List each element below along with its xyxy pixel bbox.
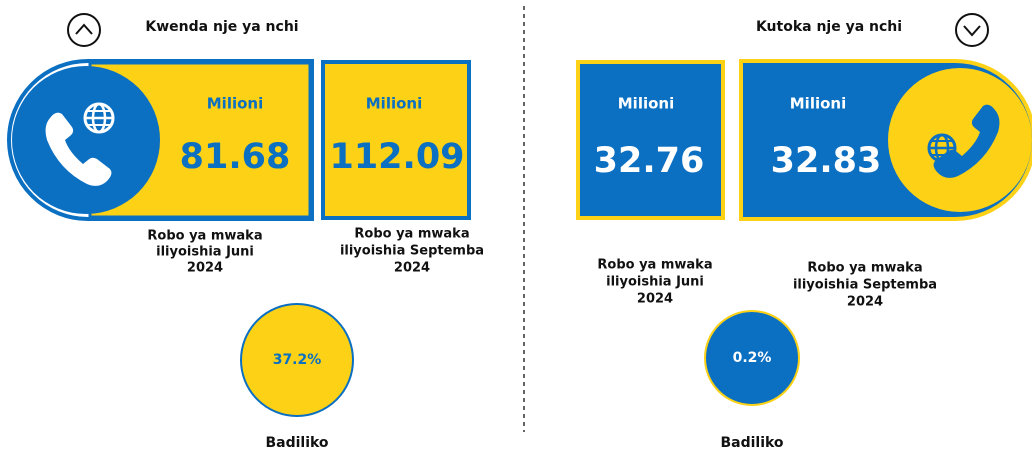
change-value: 0.2%: [733, 350, 772, 366]
value: 32.83: [771, 141, 882, 181]
change-circle: [704, 310, 800, 406]
chevron-up: [75, 23, 93, 35]
value: 81.68: [180, 137, 291, 177]
phone-icon: [45, 102, 115, 186]
chevron-down: [963, 25, 981, 37]
period: iliyoishia Juni: [156, 245, 254, 260]
right-panel: Kutoka nje ya nchi Milioni 32.76 Milioni…: [576, 13, 1032, 451]
period: Robo ya mwaka: [807, 261, 922, 276]
box: [576, 60, 725, 220]
unit: Milioni: [366, 95, 422, 113]
period: 2024: [394, 261, 430, 276]
period: Robo ya mwaka: [597, 258, 712, 273]
unit: Milioni: [618, 95, 674, 113]
unit: Milioni: [790, 95, 846, 113]
period: iliyoishia Juni: [606, 275, 704, 290]
period: 2024: [847, 295, 883, 310]
value: 32.76: [594, 141, 705, 181]
left-panel: Kwenda nje ya nchi Milioni 81.68 Milioni…: [7, 13, 484, 451]
period: 2024: [187, 261, 223, 276]
period: iliyoishia Septemba: [340, 244, 484, 259]
collapse-button[interactable]: [67, 13, 101, 47]
period: iliyoishia Septemba: [793, 278, 937, 293]
unit: Milioni: [207, 95, 263, 113]
change-label: Badiliko: [265, 435, 328, 451]
box: [321, 60, 471, 220]
period: Robo ya mwaka: [354, 227, 469, 242]
change-value: 37.2%: [273, 352, 322, 368]
expand-button[interactable]: [955, 13, 989, 47]
period: Robo ya mwaka: [147, 229, 262, 244]
phone-icon: [927, 104, 1000, 178]
icon-circle: [12, 66, 160, 214]
value: 112.09: [329, 137, 464, 177]
change-circle: [240, 303, 354, 417]
period: 2024: [637, 292, 673, 307]
heading: Kwenda nje ya nchi: [145, 19, 298, 35]
heading: Kutoka nje ya nchi: [756, 19, 902, 35]
change-label: Badiliko: [720, 435, 783, 451]
icon-circle: [888, 68, 1032, 212]
